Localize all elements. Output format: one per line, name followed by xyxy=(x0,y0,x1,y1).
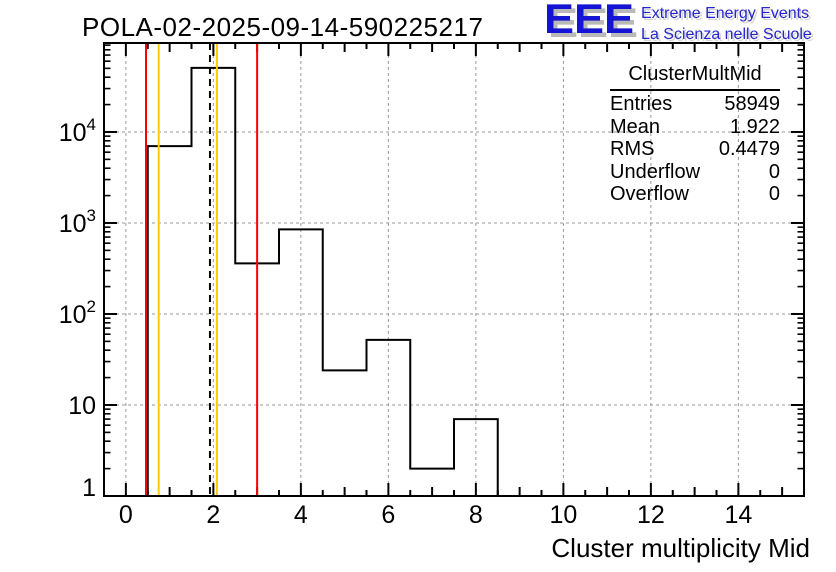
stats-value: 0.4479 xyxy=(718,138,780,161)
stats-row-underflow: Underflow 0 xyxy=(610,161,780,184)
eee-logo-text: EEE xyxy=(544,0,635,43)
stats-box-rows: Entries 58949 Mean 1.922 RMS 0.4479 Underflow 0… xyxy=(610,91,780,206)
stats-value: 1.922 xyxy=(729,115,780,138)
stats-label: RMS xyxy=(610,138,655,161)
stats-label: Overflow xyxy=(610,183,689,206)
y-tick-label-1: 1 xyxy=(82,474,96,502)
eee-logo-taglines: Extreme Energy Events La Scienza nelle S… xyxy=(641,3,812,45)
eee-logo: EEE Extreme Energy Events La Scienza nel… xyxy=(544,0,812,45)
x-tick-label-2: 2 xyxy=(206,501,220,529)
x-tick-label-12: 12 xyxy=(637,501,665,529)
x-tick-label-14: 14 xyxy=(724,501,752,529)
histogram-outline xyxy=(146,66,499,496)
stats-row-rms: RMS 0.4479 xyxy=(610,138,780,161)
stats-label: Entries xyxy=(610,93,673,115)
x-tick-label-4: 4 xyxy=(294,501,308,529)
stats-value: 0 xyxy=(768,160,780,183)
y-tick-label-10: 10 xyxy=(68,392,96,420)
plot-frame xyxy=(103,42,805,497)
y-tick-label-103: 103 xyxy=(59,206,96,238)
x-tick-label-6: 6 xyxy=(381,501,395,529)
stats-box: ClusterMultMid Entries 58949 Mean 1.922 RMS 0… xyxy=(610,63,780,206)
stats-value: 58949 xyxy=(724,93,780,115)
y-tick-label-104: 104 xyxy=(59,115,96,147)
eee-logo-tagline-2: La Scienza nelle Scuole xyxy=(641,26,812,43)
stats-row-mean: Mean 1.922 xyxy=(610,116,780,139)
x-tick-label-0: 0 xyxy=(119,501,133,529)
plot-title: POLA-02-2025-09-14-590225217 xyxy=(82,12,484,42)
stats-box-title: ClusterMultMid xyxy=(610,63,780,91)
eee-logo-tagline-1: Extreme Energy Events xyxy=(641,5,810,22)
y-tick-label-102: 102 xyxy=(59,297,96,329)
stats-label: Underflow xyxy=(610,160,701,183)
x-tick-label-10: 10 xyxy=(549,501,577,529)
stats-row-overflow: Overflow 0 xyxy=(610,183,780,206)
stats-label: Mean xyxy=(610,115,661,138)
x-tick-label-8: 8 xyxy=(469,501,483,529)
stats-value: 0 xyxy=(768,183,780,206)
stats-row-entries: Entries 58949 xyxy=(610,93,780,116)
x-axis-title: Cluster multiplicity Mid xyxy=(551,533,810,563)
